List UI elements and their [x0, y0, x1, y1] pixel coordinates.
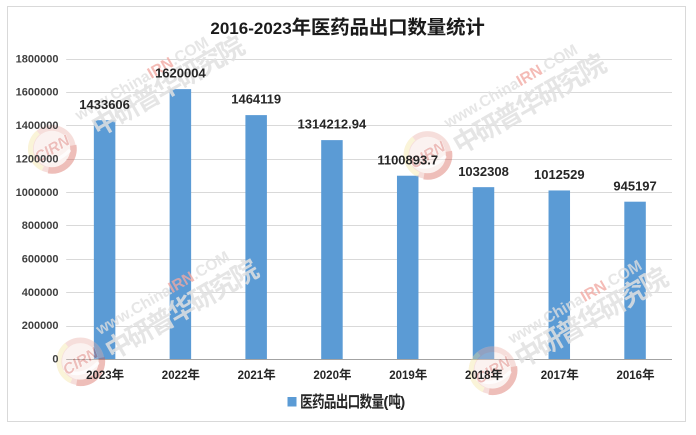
- svg-text:2017: 2017: [541, 370, 567, 382]
- svg-text:0: 0: [52, 354, 58, 366]
- svg-text:1620004: 1620004: [155, 66, 206, 81]
- svg-text:1012529: 1012529: [534, 167, 585, 182]
- svg-text:2016-2023: 2016-2023: [210, 19, 291, 38]
- svg-text:2023: 2023: [86, 370, 112, 382]
- svg-text:): ): [400, 394, 405, 411]
- svg-text:1000000: 1000000: [16, 187, 59, 199]
- svg-text:200000: 200000: [22, 320, 59, 332]
- svg-text:2016: 2016: [617, 370, 643, 382]
- svg-text:1100893.7: 1100893.7: [377, 152, 438, 167]
- svg-text:2022: 2022: [162, 370, 188, 382]
- svg-text:2020: 2020: [313, 370, 339, 382]
- svg-text:800000: 800000: [22, 220, 59, 232]
- svg-text:1600000: 1600000: [16, 87, 59, 99]
- svg-text:1464119: 1464119: [231, 92, 281, 107]
- svg-text:1800000: 1800000: [16, 53, 59, 65]
- svg-text:1433606: 1433606: [79, 97, 130, 112]
- svg-text:1400000: 1400000: [16, 120, 59, 132]
- svg-text:600000: 600000: [22, 253, 59, 265]
- svg-text:1314212.94: 1314212.94: [298, 117, 367, 132]
- svg-text:2018: 2018: [465, 370, 491, 382]
- svg-text:(: (: [383, 394, 388, 411]
- svg-text:1032308: 1032308: [458, 164, 509, 179]
- svg-text:2021: 2021: [238, 370, 264, 382]
- svg-text:945197: 945197: [613, 178, 656, 193]
- svg-text:1200000: 1200000: [16, 153, 59, 165]
- svg-text:400000: 400000: [22, 287, 59, 299]
- svg-text:2019: 2019: [389, 370, 415, 382]
